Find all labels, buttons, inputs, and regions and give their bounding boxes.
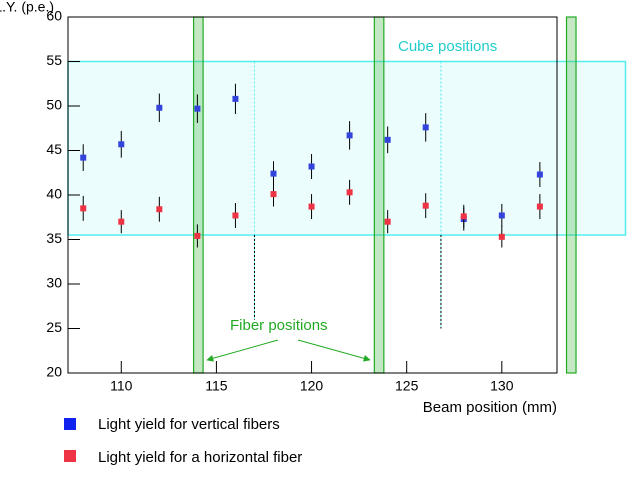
x-tick-label: 130 <box>490 378 514 394</box>
y-tick-label: 20 <box>46 364 62 380</box>
legend-swatch <box>64 450 76 462</box>
y-axis-label: L.Y. (p.e.) <box>0 0 54 15</box>
point <box>460 213 467 220</box>
y-tick-label: 60 <box>46 8 62 24</box>
point <box>118 218 125 225</box>
fiber-arrow <box>206 339 279 362</box>
point <box>194 105 201 112</box>
point <box>384 218 391 225</box>
y-tick-label: 35 <box>46 230 62 246</box>
x-tick-label: 110 <box>110 378 133 394</box>
legend-label: Light yield for a horizontal fiber <box>98 449 302 466</box>
fiber-label: Fiber positions <box>230 317 328 334</box>
point <box>346 189 353 196</box>
point <box>80 205 87 212</box>
point <box>308 203 315 210</box>
y-tick-label: 30 <box>46 275 62 291</box>
legend-swatch <box>64 418 76 430</box>
point <box>422 202 429 209</box>
cube-region <box>67 60 627 236</box>
point <box>118 141 125 148</box>
x-axis-label: Beam position (mm) <box>423 399 557 416</box>
fiber-arrow <box>297 339 371 362</box>
point <box>232 212 239 219</box>
point <box>384 136 391 143</box>
y-tick-label: 40 <box>46 186 62 202</box>
point <box>536 171 543 178</box>
fiber-band <box>565 16 577 374</box>
y-tick-label: 25 <box>46 319 62 335</box>
point <box>498 212 505 219</box>
point <box>498 233 505 240</box>
legend-label: Light yield for vertical fibers <box>98 416 280 433</box>
fiber-band <box>192 16 204 374</box>
y-tick-label: 55 <box>46 52 62 68</box>
x-tick-label: 120 <box>300 378 324 394</box>
x-tick-label: 125 <box>395 378 419 394</box>
y-tick-label: 50 <box>46 97 62 113</box>
point <box>422 124 429 131</box>
point <box>232 95 239 102</box>
point <box>194 232 201 239</box>
x-tick-label: 115 <box>205 378 228 394</box>
point <box>270 170 277 177</box>
point <box>156 104 163 111</box>
fiber-band <box>373 16 385 374</box>
point <box>536 203 543 210</box>
point <box>156 206 163 213</box>
point <box>80 154 87 161</box>
cube-label: Cube positions <box>398 38 497 55</box>
point <box>270 191 277 198</box>
point <box>308 163 315 170</box>
y-tick-label: 45 <box>46 141 62 157</box>
point <box>346 132 353 139</box>
